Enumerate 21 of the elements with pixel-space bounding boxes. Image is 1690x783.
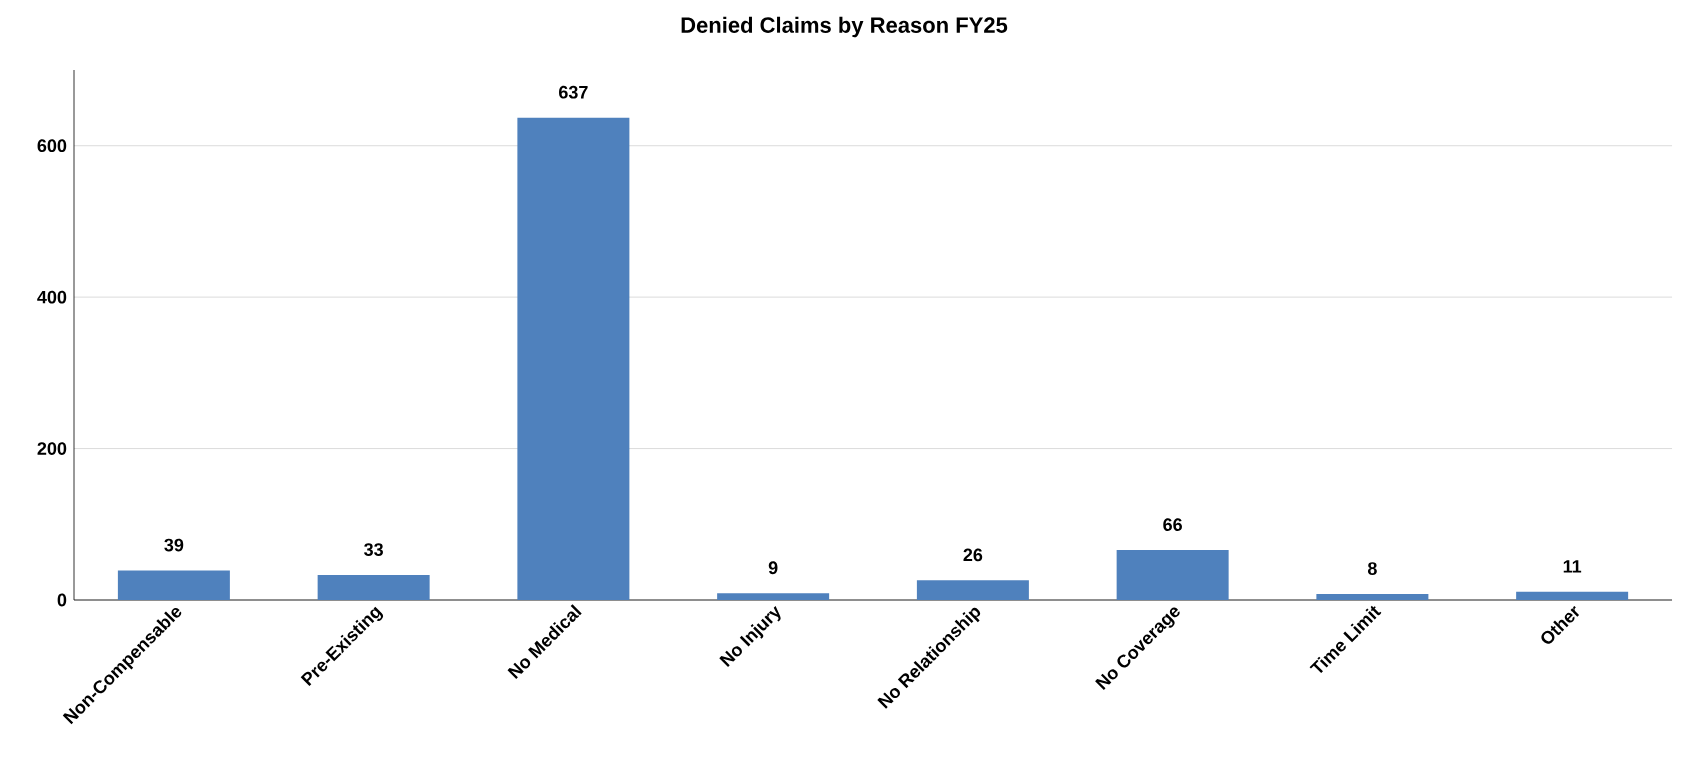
data-label: 39	[164, 538, 184, 552]
y-tick-label: 200	[37, 442, 67, 455]
data-label: 26	[963, 548, 983, 562]
bar	[117, 570, 230, 600]
bar	[916, 580, 1029, 600]
chart-title: Denied Claims by Reason FY25	[681, 16, 1008, 38]
y-tick-label: 0	[57, 593, 67, 607]
bar	[317, 575, 430, 600]
data-label: 33	[364, 543, 383, 556]
bar	[1516, 591, 1629, 600]
bar	[717, 593, 830, 600]
data-label: 8	[1367, 562, 1377, 575]
data-label: 9	[768, 561, 778, 575]
data-label: 66	[1163, 518, 1182, 531]
data-label: 11	[1563, 560, 1582, 573]
data-label: 637	[559, 85, 588, 99]
bar	[1116, 550, 1229, 600]
bar	[1316, 593, 1429, 600]
y-tick-label: 400	[37, 290, 67, 304]
bar	[517, 117, 630, 600]
y-tick-label: 600	[37, 139, 67, 153]
